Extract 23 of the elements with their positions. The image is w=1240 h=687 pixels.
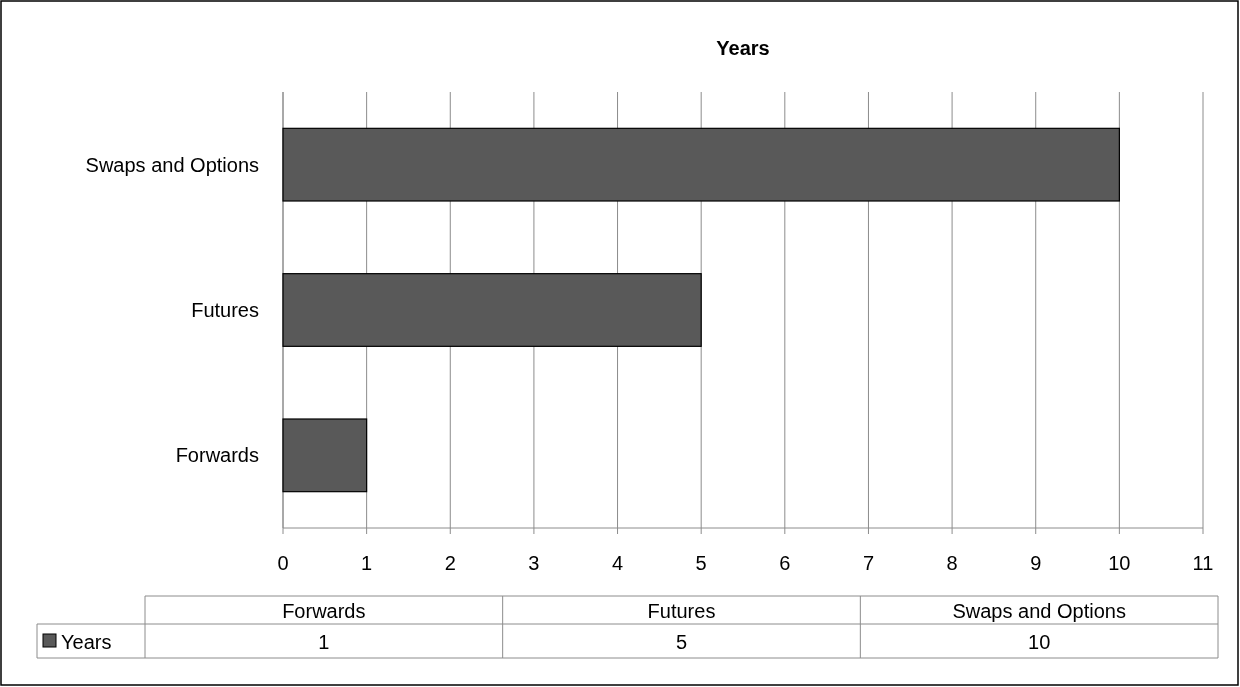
x-tick-label: 9 — [1030, 552, 1042, 574]
text: 1 — [318, 631, 330, 653]
text: 10 — [1028, 631, 1051, 653]
x-tick-label: 10 — [1108, 552, 1131, 574]
text: 5 — [675, 631, 688, 653]
x-tick-label: 8 — [946, 552, 958, 574]
x-tick-label: 1 — [361, 552, 373, 574]
legend-label: Years — [61, 631, 112, 653]
x-tick-label: 0 — [277, 552, 289, 574]
x-tick-label: 4 — [611, 552, 624, 574]
x-tick-label: 6 — [779, 552, 791, 574]
y-tick-label: Forwards — [175, 444, 259, 467]
x-tick-label: 2 — [444, 552, 456, 574]
category-label: Swaps and Options — [952, 600, 1126, 622]
x-tick-label: 7 — [862, 552, 875, 574]
category-label: Forwards — [282, 600, 366, 622]
x-tick-label: 11 — [1192, 552, 1214, 574]
x-tick-label: 3 — [528, 552, 540, 574]
category-label: Futures — [647, 600, 716, 622]
chart-title: Years — [716, 37, 770, 59]
y-tick-label: Futures — [191, 299, 259, 321]
x-tick-label: 5 — [695, 552, 707, 574]
y-tick-label: Swaps and Options — [85, 153, 259, 176]
